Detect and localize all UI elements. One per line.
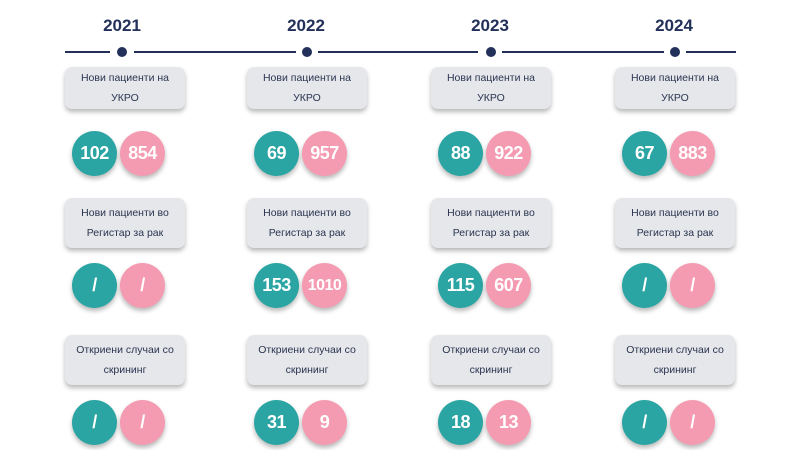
pink-value-circle: / xyxy=(120,263,165,308)
timeline-segment xyxy=(502,51,664,53)
year-column-2023: Нови пациенти на УКРО 88 922 Нови пациен… xyxy=(426,0,556,450)
value-pair: 102 854 xyxy=(60,131,190,177)
label-new-patients-ukro: Нови пациенти на УКРО xyxy=(615,67,735,109)
value-pair: 153 1010 xyxy=(242,263,372,309)
pink-value-circle: 9 xyxy=(302,400,347,445)
pink-value-circle: 13 xyxy=(486,400,531,445)
teal-value-circle: / xyxy=(622,263,667,308)
label-new-patients-cancer-registry: Нови пациенти во Регистар за рак xyxy=(247,198,367,248)
label-new-patients-cancer-registry: Нови пациенти во Регистар за рак xyxy=(65,198,185,248)
label-new-patients-cancer-registry: Нови пациенти во Регистар за рак xyxy=(431,198,551,248)
teal-value-circle: 31 xyxy=(254,400,299,445)
timeline-dot-2022 xyxy=(302,47,312,57)
teal-value-circle: 18 xyxy=(438,400,483,445)
timeline-segment xyxy=(318,51,478,53)
pink-value-circle: / xyxy=(120,400,165,445)
value-pair: 18 13 xyxy=(426,400,556,446)
pink-value-circle: 607 xyxy=(486,263,531,308)
value-pair: 115 607 xyxy=(426,263,556,309)
pink-value-circle: 854 xyxy=(120,131,165,176)
teal-value-circle: 153 xyxy=(254,263,299,308)
timeline-dot-2023 xyxy=(486,47,496,57)
timeline-segment xyxy=(686,51,736,53)
value-pair: / / xyxy=(60,263,190,309)
value-pair: 31 9 xyxy=(242,400,372,446)
label-new-patients-cancer-registry: Нови пациенти во Регистар за рак xyxy=(615,198,735,248)
label-screening-detected-cases: Откриени случаи со скрининг xyxy=(65,335,185,385)
teal-value-circle: 102 xyxy=(72,131,117,176)
label-new-patients-ukro: Нови пациенти на УКРО xyxy=(431,67,551,109)
value-pair: 67 883 xyxy=(610,131,740,177)
pink-value-circle: 883 xyxy=(670,131,715,176)
year-label-2021: 2021 xyxy=(103,16,141,35)
value-pair: / / xyxy=(60,400,190,446)
timeline-dot-2024 xyxy=(670,47,680,57)
pink-value-circle: 922 xyxy=(486,131,531,176)
timeline-segment xyxy=(65,51,110,53)
year-column-2022: Нови пациенти на УКРО 69 957 Нови пациен… xyxy=(242,0,372,450)
teal-value-circle: / xyxy=(72,400,117,445)
teal-value-circle: 69 xyxy=(254,131,299,176)
pink-value-circle: / xyxy=(670,400,715,445)
value-pair: 88 922 xyxy=(426,131,556,177)
label-new-patients-ukro: Нови пациенти на УКРО xyxy=(247,67,367,109)
label-screening-detected-cases: Откриени случаи со скрининг xyxy=(431,335,551,385)
value-pair: / / xyxy=(610,263,740,309)
teal-value-circle: 67 xyxy=(622,131,667,176)
timeline-segment xyxy=(134,51,296,53)
teal-value-circle: 88 xyxy=(438,131,483,176)
label-new-patients-ukro: Нови пациенти на УКРО xyxy=(65,67,185,109)
teal-value-circle: 115 xyxy=(438,263,483,308)
label-screening-detected-cases: Откриени случаи со скрининг xyxy=(247,335,367,385)
pink-value-circle: 1010 xyxy=(302,263,347,308)
teal-value-circle: / xyxy=(622,400,667,445)
year-column-2024: Нови пациенти на УКРО 67 883 Нови пациен… xyxy=(610,0,740,450)
label-screening-detected-cases: Откриени случаи со скрининг xyxy=(615,335,735,385)
value-pair: / / xyxy=(610,400,740,446)
timeline: 2021 2022 2023 2024 xyxy=(0,0,800,60)
year-label-2023: 2023 xyxy=(471,16,509,35)
pink-value-circle: 957 xyxy=(302,131,347,176)
pink-value-circle: / xyxy=(670,263,715,308)
timeline-dot-2021 xyxy=(117,47,127,57)
year-label-2022: 2022 xyxy=(287,16,325,35)
year-column-2021: Нови пациенти на УКРО 102 854 Нови пацие… xyxy=(60,0,190,450)
value-pair: 69 957 xyxy=(242,131,372,177)
year-label-2024: 2024 xyxy=(655,16,693,35)
teal-value-circle: / xyxy=(72,263,117,308)
